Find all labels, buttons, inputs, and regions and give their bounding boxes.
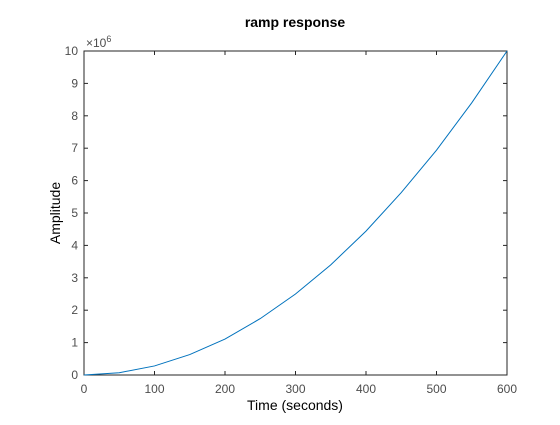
- y-axis-ticks: 0 1 2 3 4 5 6 7 8 9 10: [65, 44, 507, 382]
- x-tick-label: 400: [356, 382, 376, 396]
- ramp-response-line: [83, 50, 508, 376]
- y-tick-label: 6: [71, 174, 78, 188]
- x-tick-label: 600: [497, 382, 517, 396]
- y-tick-label: 3: [71, 271, 78, 285]
- y-tick-label: 7: [71, 141, 78, 155]
- y-tick-label: 4: [71, 238, 78, 252]
- y-tick-label: 9: [71, 76, 78, 90]
- plot-area: [83, 50, 508, 376]
- y-axis-exponent-power: 6: [106, 34, 111, 44]
- x-axis-label: Time (seconds): [247, 397, 343, 413]
- x-tick-label: 100: [144, 382, 164, 396]
- x-tick-label: 500: [426, 382, 446, 396]
- chart-title: ramp response: [245, 14, 346, 30]
- x-tick-label: 200: [215, 382, 235, 396]
- x-axis-ticks: 0 100 200 300 400 500 600: [81, 51, 517, 396]
- y-tick-label: 0: [71, 368, 78, 382]
- y-axis-exponent-base: ×10: [86, 36, 107, 50]
- y-tick-label: 10: [65, 44, 79, 58]
- y-axis-exponent-label: ×106: [86, 34, 111, 50]
- series-layer: [83, 50, 508, 376]
- y-tick-label: 5: [71, 206, 78, 220]
- x-tick-label: 0: [81, 382, 88, 396]
- y-tick-label: 8: [71, 109, 78, 123]
- y-tick-label: 1: [71, 336, 78, 350]
- y-tick-label: 2: [71, 303, 78, 317]
- y-axis-label: Amplitude: [47, 182, 63, 244]
- x-tick-label: 300: [285, 382, 305, 396]
